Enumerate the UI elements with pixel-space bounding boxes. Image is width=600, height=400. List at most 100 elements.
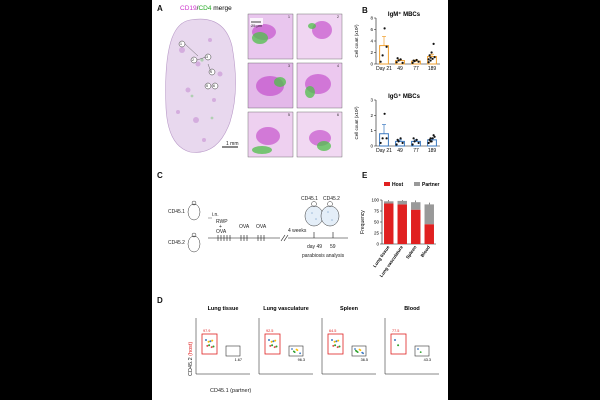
data-point: [411, 61, 414, 64]
mouse-label-cd451: CD45.1: [168, 209, 185, 215]
wait-label: 4 weeks: [288, 228, 307, 234]
y-tick-label: 6: [370, 27, 373, 32]
inset-num-5: 5: [288, 113, 290, 117]
host-event: [334, 344, 337, 347]
partner-event: [292, 350, 295, 353]
host-gate: [390, 333, 407, 355]
x-tick-label: Blood: [420, 245, 432, 259]
host-event: [272, 340, 275, 343]
callout-1: 1: [180, 42, 182, 46]
x-tick-label: 49: [397, 148, 403, 154]
legend-host-swatch: [384, 182, 390, 186]
partner-event: [299, 352, 301, 355]
data-point: [397, 59, 400, 62]
data-point: [379, 60, 382, 63]
x-tick-label: Day 21: [376, 66, 392, 72]
host-percentage: 77.5: [392, 329, 399, 333]
event-parabiosis: parabiosis: [302, 253, 325, 259]
host-event: [212, 345, 215, 348]
x-tick-label: Day 21: [376, 148, 392, 154]
y-tick-label: 50: [374, 220, 380, 225]
data-point: [395, 143, 398, 146]
callout-5: 5: [206, 84, 208, 88]
title-cd4: CD4: [198, 5, 212, 12]
bar-Day 21: [379, 133, 389, 147]
panel-a-images: [158, 13, 343, 160]
chart-ylabel: Cell count (x10²): [354, 24, 359, 58]
boost-ova-2: OVA: [256, 224, 267, 230]
figure-page: A CD19/CD4 merge: [152, 0, 448, 400]
ylabel-host: (host): [188, 341, 194, 356]
chart-title: IgG⁺ MBCs: [388, 93, 420, 100]
y-tick-label: 0: [370, 62, 373, 67]
event-analysis: analysis: [326, 253, 345, 259]
y-tick-label: 8: [370, 16, 373, 21]
panel-b-charts: IgM⁺ MBCs Cell count (x10²) 0 2 4 6 8 Day 21 49 7…: [354, 11, 440, 154]
partner-gate: [288, 345, 304, 357]
immunogen-ova: OVA: [216, 229, 227, 235]
host-gate: [327, 333, 344, 355]
partner-percentage: 1.67: [235, 358, 242, 362]
host-event: [206, 344, 209, 347]
chart-b-1: IgM⁺ MBCs Cell count (x10²) 0 2 4 6 8 Day 21 49 7…: [354, 11, 440, 72]
x-tick-label: 189: [428, 66, 437, 72]
data-point: [401, 61, 404, 64]
host-event: [333, 340, 336, 343]
partner-event: [361, 351, 364, 354]
data-point: [383, 112, 386, 115]
host-gate: [264, 333, 281, 355]
host-percentage: 97.9: [203, 329, 210, 333]
partner-gate: [414, 345, 430, 357]
host-event: [337, 339, 340, 342]
bar-partner-2: [411, 202, 421, 210]
host-event: [274, 339, 277, 342]
host-event: [331, 339, 333, 341]
x-tick-label: 77: [413, 66, 419, 72]
inset-num-4: 4: [337, 64, 339, 68]
bar-host-0: [384, 203, 394, 244]
y-tick-label: 2: [370, 113, 373, 118]
partner-event: [291, 348, 293, 350]
title-slash: /: [196, 5, 199, 12]
inset-num-3: 3: [288, 64, 290, 68]
data-point: [433, 56, 436, 59]
panel-a-title: CD19/CD4 merge: [180, 5, 232, 12]
y-tick-label: 25: [374, 231, 380, 236]
scale-label-main: 1 mm: [226, 141, 239, 147]
bar-host-2: [411, 209, 421, 244]
host-event: [211, 339, 214, 342]
flow-plot-3: Spleen 64.5 36.5: [321, 306, 376, 375]
data-point: [417, 60, 420, 63]
partner-percentage: 96.3: [298, 358, 305, 362]
data-point: [432, 134, 435, 137]
boost-ova-1: OVA: [239, 224, 250, 230]
bar-partner-0: [384, 201, 394, 204]
partner-gate: [351, 345, 367, 357]
panel-d-ylabel: CD45.2 (host): [188, 342, 194, 376]
bar-host-1: [397, 204, 407, 244]
flow-plot-2: Lung vasculature 92.5 96.3: [258, 306, 313, 375]
y-tick-label: 100: [371, 198, 379, 203]
pair-label-cd451: CD45.1: [301, 196, 318, 202]
y-tick-label: 4: [370, 39, 373, 44]
partner-event: [419, 351, 422, 353]
host-event: [397, 344, 400, 347]
y-tick-label: 75: [374, 209, 380, 214]
y-tick-label: 1: [370, 128, 373, 133]
title-merge: merge: [211, 5, 232, 12]
host-event: [275, 345, 278, 348]
data-point: [395, 61, 398, 64]
bar-partner-1: [397, 200, 407, 205]
inset-num-2: 2: [337, 15, 339, 19]
callout-2: 2: [192, 58, 194, 62]
host-event: [268, 339, 270, 341]
flow-plot-title: Blood: [404, 306, 420, 312]
callout-6: 6: [213, 84, 215, 88]
host-event: [210, 346, 213, 349]
host-event: [271, 344, 274, 347]
host-event: [336, 346, 339, 349]
panel-a-label: A: [157, 4, 163, 13]
data-point: [396, 138, 399, 141]
x-tick-label: 77: [413, 148, 419, 154]
panel-e-label: E: [362, 171, 368, 180]
